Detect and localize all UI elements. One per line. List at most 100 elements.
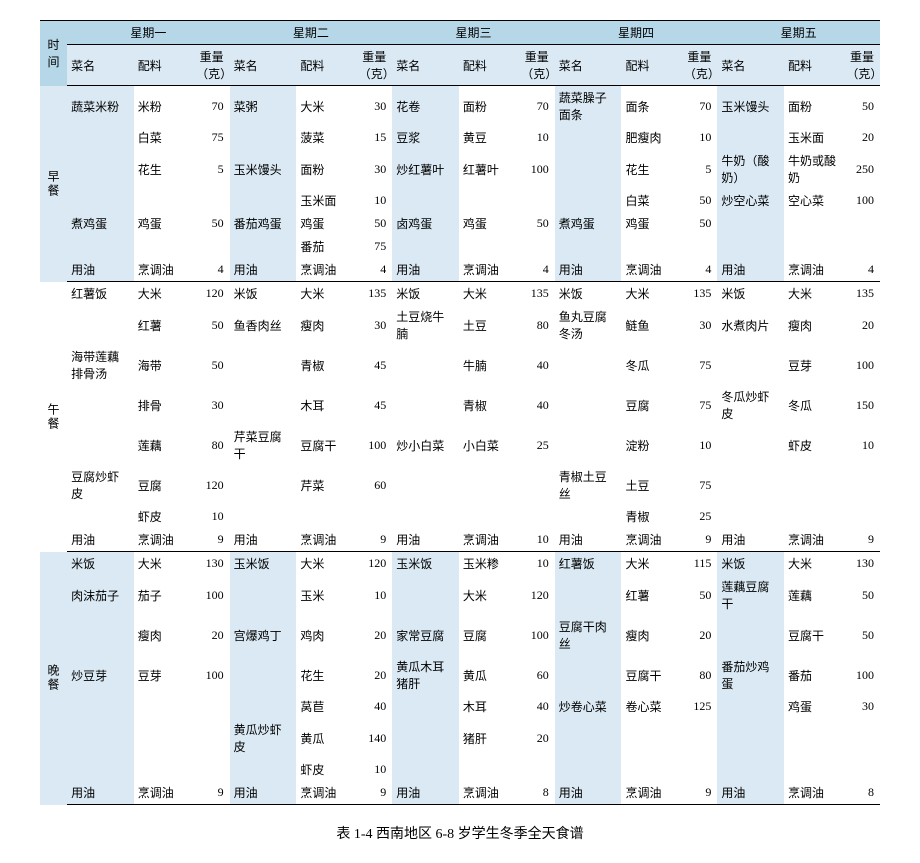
ingredient-cell [784,718,842,758]
weight-cell: 25 [517,425,555,465]
col-dish: 菜名 [717,45,784,86]
ingredient-cell [784,212,842,235]
weight-cell [842,212,880,235]
ingredient-cell [784,505,842,528]
ingredient-cell: 大米 [134,552,192,576]
ingredient-cell: 肥瘦肉 [621,126,679,149]
ingredient-cell: 虾皮 [134,505,192,528]
weight-cell: 80 [192,425,230,465]
ingredient-cell: 小白菜 [459,425,517,465]
weight-cell: 135 [680,282,718,306]
time-header: 时间 [40,21,67,86]
col-weight: 重量（克） [355,45,393,86]
ingredient-cell [134,235,192,258]
dish-cell: 炒卷心菜 [555,695,622,718]
dish-cell: 宫爆鸡丁 [230,615,297,655]
ingredient-cell: 烹调油 [621,258,679,282]
ingredient-cell: 花生 [134,149,192,189]
dish-cell [392,718,459,758]
weight-cell: 75 [680,345,718,385]
col-weight: 重量（克） [680,45,718,86]
table-row: 用油烹调油9用油烹调油9用油烹调油8用油烹调油9用油烹调油8 [40,781,880,805]
dish-cell [555,126,622,149]
dish-cell [555,718,622,758]
weight-cell [517,189,555,212]
dish-cell [230,465,297,505]
dish-cell [67,425,134,465]
weight-cell: 135 [517,282,555,306]
dish-cell [717,758,784,781]
weight-cell: 10 [192,505,230,528]
ingredient-cell: 豆腐干 [621,655,679,695]
dish-cell [717,235,784,258]
ingredient-cell: 冬瓜 [621,345,679,385]
ingredient-cell: 玉米面 [296,189,354,212]
ingredient-cell: 木耳 [296,385,354,425]
dish-cell: 番茄炒鸡蛋 [717,655,784,695]
weight-cell [842,718,880,758]
ingredient-cell: 面粉 [459,86,517,127]
ingredient-cell: 卷心菜 [621,695,679,718]
dish-cell [67,126,134,149]
ingredient-cell: 豆腐 [621,385,679,425]
ingredient-cell: 黄瓜 [459,655,517,695]
table-row: 煮鸡蛋鸡蛋50番茄鸡蛋鸡蛋50卤鸡蛋鸡蛋50煮鸡蛋鸡蛋50 [40,212,880,235]
dish-cell [230,235,297,258]
weight-cell: 9 [192,528,230,552]
dish-cell: 豆腐干肉丝 [555,615,622,655]
ingredient-cell [621,758,679,781]
weight-cell: 100 [842,655,880,695]
weight-cell: 100 [842,189,880,212]
table-row: 晚餐米饭大米130玉米饭大米120玉米饭玉米糁10红薯饭大米115米饭大米130 [40,552,880,576]
dish-cell: 米饭 [67,552,134,576]
dish-cell [555,425,622,465]
table-row: 虾皮10青椒25 [40,505,880,528]
dish-cell: 肉沫茄子 [67,575,134,615]
table-row: 午餐红薯饭大米120米饭大米135米饭大米135米饭大米135米饭大米135 [40,282,880,306]
weight-cell: 135 [355,282,393,306]
dish-cell: 米饭 [717,282,784,306]
weight-cell: 40 [517,345,555,385]
dish-cell [67,615,134,655]
ingredient-cell: 花生 [296,655,354,695]
weight-cell [192,758,230,781]
weight-cell: 10 [517,528,555,552]
dish-cell: 用油 [392,781,459,805]
dish-cell [230,189,297,212]
ingredient-cell: 鸡蛋 [134,212,192,235]
table-row: 早餐蔬菜米粉米粉70菜粥大米30花卷面粉70蔬菜臊子面条面条70玉米馒头面粉50 [40,86,880,127]
weight-cell: 25 [680,505,718,528]
dish-cell [555,575,622,615]
ingredient-cell: 鲢鱼 [621,305,679,345]
weight-cell: 10 [842,425,880,465]
dish-cell [67,505,134,528]
weight-cell: 50 [680,575,718,615]
weight-cell [517,235,555,258]
ingredient-cell [296,505,354,528]
dish-cell: 玉米馒头 [717,86,784,127]
table-body: 早餐蔬菜米粉米粉70菜粥大米30花卷面粉70蔬菜臊子面条面条70玉米馒头面粉50… [40,86,880,805]
dish-cell [555,345,622,385]
dish-cell [392,575,459,615]
ingredient-cell: 莲藕 [784,575,842,615]
table-row: 黄瓜炒虾皮黄瓜140猪肝20 [40,718,880,758]
col-dish: 菜名 [392,45,459,86]
weight-cell: 9 [355,528,393,552]
ingredient-cell: 大米 [621,282,679,306]
table-row: 番茄75 [40,235,880,258]
dish-cell [555,505,622,528]
ingredient-cell: 豆芽 [784,345,842,385]
dish-cell: 花卷 [392,86,459,127]
col-dish: 菜名 [67,45,134,86]
dish-cell [555,189,622,212]
ingredient-cell: 鸡肉 [296,615,354,655]
dish-cell [230,575,297,615]
dish-cell: 豆浆 [392,126,459,149]
ingredient-cell: 大米 [296,86,354,127]
ingredient-cell: 冬瓜 [784,385,842,425]
weight-cell: 60 [355,465,393,505]
weight-cell: 50 [192,305,230,345]
dish-cell: 用油 [555,781,622,805]
ingredient-cell: 烹调油 [296,528,354,552]
weight-cell: 4 [842,258,880,282]
